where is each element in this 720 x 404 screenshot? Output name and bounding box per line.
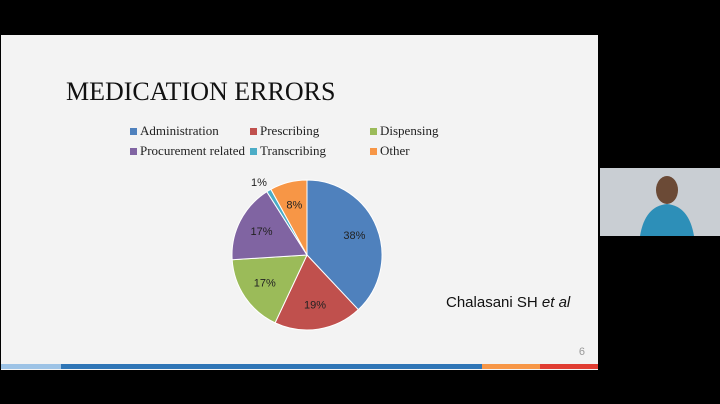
legend-swatch [370, 148, 377, 155]
legend-label: Dispensing [380, 123, 439, 138]
footer-bar-light [1, 364, 61, 369]
data-label: 19% [304, 299, 326, 311]
footer-bar-orange [482, 364, 540, 369]
legend: Administration Prescribing Dispensing Procu… [130, 123, 439, 158]
data-label: 38% [343, 230, 365, 242]
citation: Chalasani SH et al [446, 294, 571, 311]
pie-slice [270, 179, 308, 256]
legend-swatch [130, 128, 137, 135]
data-label: 17% [251, 226, 273, 238]
legend-swatch [130, 148, 137, 155]
data-label: 8% [286, 200, 302, 212]
slide-number: 6 [579, 346, 585, 358]
pie-slice [306, 179, 383, 311]
data-label: 1% [251, 177, 267, 189]
legend-label: Prescribing [260, 123, 320, 138]
pie-slice [231, 254, 308, 324]
footer-bar-red [540, 364, 598, 369]
legend-label: Transcribing [260, 143, 326, 158]
webcam-body [640, 204, 694, 236]
legend-swatch [250, 148, 257, 155]
legend-label: Procurement related [140, 143, 246, 158]
citation-author: Chalasani SH [446, 294, 538, 311]
chart-title: MEDICATION ERRORS [66, 77, 335, 106]
legend-label: Administration [140, 123, 219, 138]
legend-swatch [370, 128, 377, 135]
webcam [600, 168, 720, 236]
citation-suffix: et al [542, 294, 571, 311]
pie-slice [274, 254, 360, 331]
legend-label: Other [380, 143, 410, 158]
webcam-head [656, 176, 678, 204]
data-label: 17% [254, 278, 276, 290]
pie: 38% 19% 17% 17% 1% 8% [231, 177, 383, 331]
footer-bar [1, 364, 598, 369]
legend-swatch [250, 128, 257, 135]
pie-slice [231, 190, 308, 261]
